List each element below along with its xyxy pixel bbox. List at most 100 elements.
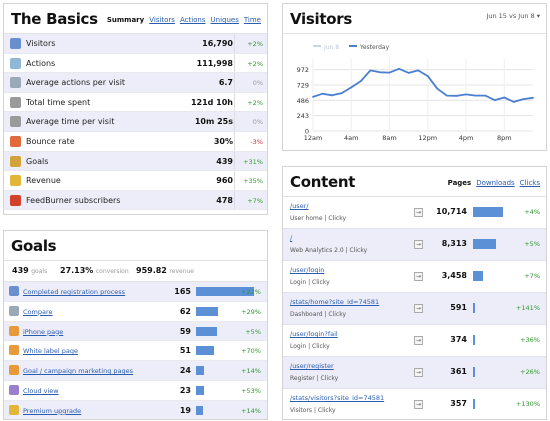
- page-url-link[interactable]: /stats/home?site_id=74581: [290, 298, 380, 306]
- visitors-title: Visitors: [290, 10, 352, 28]
- page-title-text: Login | Clicky: [290, 279, 330, 286]
- y-tick-label: 486: [297, 97, 309, 105]
- basics-tabs: Summary Visitors Actions Uniques Time: [102, 16, 261, 24]
- goal-count: 51: [179, 346, 191, 356]
- page-bar: [473, 303, 475, 313]
- goal-change: +5%: [245, 327, 261, 336]
- goal-change: +53%: [241, 386, 261, 395]
- basics-row: Revenue 960 +35%: [4, 171, 267, 191]
- visitors-icon: [10, 38, 21, 49]
- visitors-header: Visitors: [283, 4, 546, 34]
- page-details-icon[interactable]: →: [414, 240, 423, 249]
- page-icon: [9, 345, 19, 356]
- column-divider: [234, 190, 235, 210]
- date-range-label: Jun 15 vs Jun 8: [486, 12, 535, 20]
- column-divider: [234, 53, 235, 73]
- goal-link[interactable]: Cloud view: [23, 386, 59, 395]
- page-bar: [473, 399, 475, 409]
- page-title-text: Login | Clicky: [290, 343, 330, 350]
- clock-icon: [10, 116, 21, 128]
- data-point: [340, 92, 343, 95]
- basics-row-value: 111,998: [196, 58, 233, 68]
- content-tab-downloads[interactable]: Downloads: [476, 179, 515, 187]
- goals-count: 439 goals: [12, 266, 48, 275]
- date-range-selector[interactable]: Jun 15 vs Jun 8 ▾: [486, 12, 540, 20]
- data-point: [398, 67, 400, 70]
- page-title-text: User home | Clicky: [290, 215, 347, 222]
- page-url-link[interactable]: /user/login: [290, 266, 325, 274]
- goal-change: +29%: [241, 307, 261, 316]
- content-row: /user/login?fail Login | Clicky → 374 +36%: [283, 325, 546, 357]
- user-goal-icon: [9, 286, 19, 296]
- goal-bar: [196, 346, 214, 356]
- goal-row: Completed registration process 165 +22%: [4, 282, 267, 302]
- content-row: /user/login Login | Clicky → 3,458 +7%: [283, 261, 546, 293]
- column-divider: [234, 151, 235, 171]
- goal-link[interactable]: Compare: [23, 307, 53, 316]
- x-tick-label: 4pm: [459, 134, 474, 142]
- goals-revenue: 959.82 revenue: [136, 266, 194, 275]
- page-url-link[interactable]: /user/register: [290, 362, 334, 370]
- basics-tab-visitors[interactable]: Visitors: [149, 16, 175, 24]
- page-url-link[interactable]: /stats/visitors?site_id=74581: [290, 394, 385, 402]
- data-point: [321, 92, 324, 95]
- page-change: +141%: [515, 304, 540, 312]
- basics-tab-uniques[interactable]: Uniques: [210, 16, 239, 24]
- basics-row: Bounce rate 30% -3%: [4, 131, 267, 152]
- page-change: +5%: [524, 240, 540, 248]
- goal-link[interactable]: Premium upgrade: [23, 406, 82, 415]
- basics-row: Average time per visit 10m 25s 0%: [4, 112, 267, 132]
- page-icon: [9, 325, 19, 336]
- x-tick-label: 4am: [344, 134, 358, 142]
- basics-row: Actions 111,998 +2%: [4, 53, 267, 74]
- basics-row-label: Average actions per visit: [26, 78, 126, 88]
- goal-count: 23: [179, 385, 191, 395]
- page-change: +4%: [524, 208, 540, 216]
- basics-tab-actions[interactable]: Actions: [179, 16, 206, 24]
- data-point: [407, 71, 410, 74]
- basics-tab-time[interactable]: Time: [243, 16, 261, 24]
- visitors-chart: Jun 8 Yesterday 0 243 486 729 972 12am 4am 8am 12p…: [297, 44, 534, 142]
- y-tick-label: 243: [297, 112, 309, 120]
- page-url-link[interactable]: /: [290, 234, 293, 242]
- content-tab-clicks[interactable]: Clicks: [519, 179, 540, 187]
- basics-table: Visitors 16,790 +2% Actions 111,998 +2% Averag…: [4, 34, 267, 211]
- cloud-icon: [9, 384, 19, 395]
- basics-row-label: Bounce rate: [26, 136, 75, 146]
- goal-link[interactable]: Goal / campaign marketing pages: [23, 367, 134, 376]
- series-line-yesterday: [312, 67, 534, 103]
- page-details-icon[interactable]: →: [414, 400, 423, 409]
- data-point: [312, 95, 314, 98]
- goals-panel: Goals 439 goals 27.13% conversion 959.82…: [3, 230, 268, 420]
- page-views: 10,714: [436, 207, 467, 216]
- goal-change: +14%: [241, 367, 261, 376]
- page-bar: [473, 335, 475, 345]
- page-details-icon[interactable]: →: [414, 208, 423, 217]
- page-url-link[interactable]: /user/login?fail: [290, 330, 338, 338]
- x-tick-label: 8pm: [497, 134, 512, 142]
- data-point: [493, 99, 496, 101]
- page-views: 8,313: [441, 239, 467, 248]
- goal-link[interactable]: iPhone page: [23, 327, 64, 336]
- data-point: [512, 101, 515, 103]
- page-details-icon[interactable]: →: [414, 304, 423, 313]
- basics-row-change: 0%: [252, 79, 263, 88]
- x-tick-label: 8am: [382, 134, 396, 142]
- data-point: [350, 86, 353, 89]
- page-details-icon[interactable]: →: [414, 272, 423, 281]
- basics-row: Total time spent 121d 10h +2%: [4, 92, 267, 113]
- data-point: [331, 94, 334, 97]
- page-details-icon[interactable]: →: [414, 368, 423, 377]
- goal-link[interactable]: White label page: [23, 347, 78, 356]
- page-details-icon[interactable]: →: [414, 336, 423, 345]
- average-actions-icon: [10, 77, 21, 89]
- page-views: 361: [450, 367, 467, 376]
- page-title-text: Register | Clicky: [290, 375, 339, 382]
- basics-row-change: +2%: [247, 59, 263, 68]
- page-url-link[interactable]: /user/: [290, 202, 309, 210]
- y-tick-label: 729: [297, 81, 309, 89]
- goals-icon: [10, 155, 21, 167]
- goal-link[interactable]: Completed registration process: [23, 288, 126, 296]
- basics-row-value: 478: [216, 195, 233, 205]
- basics-panel: The Basics Summary Visitors Actions Uniques…: [3, 3, 268, 215]
